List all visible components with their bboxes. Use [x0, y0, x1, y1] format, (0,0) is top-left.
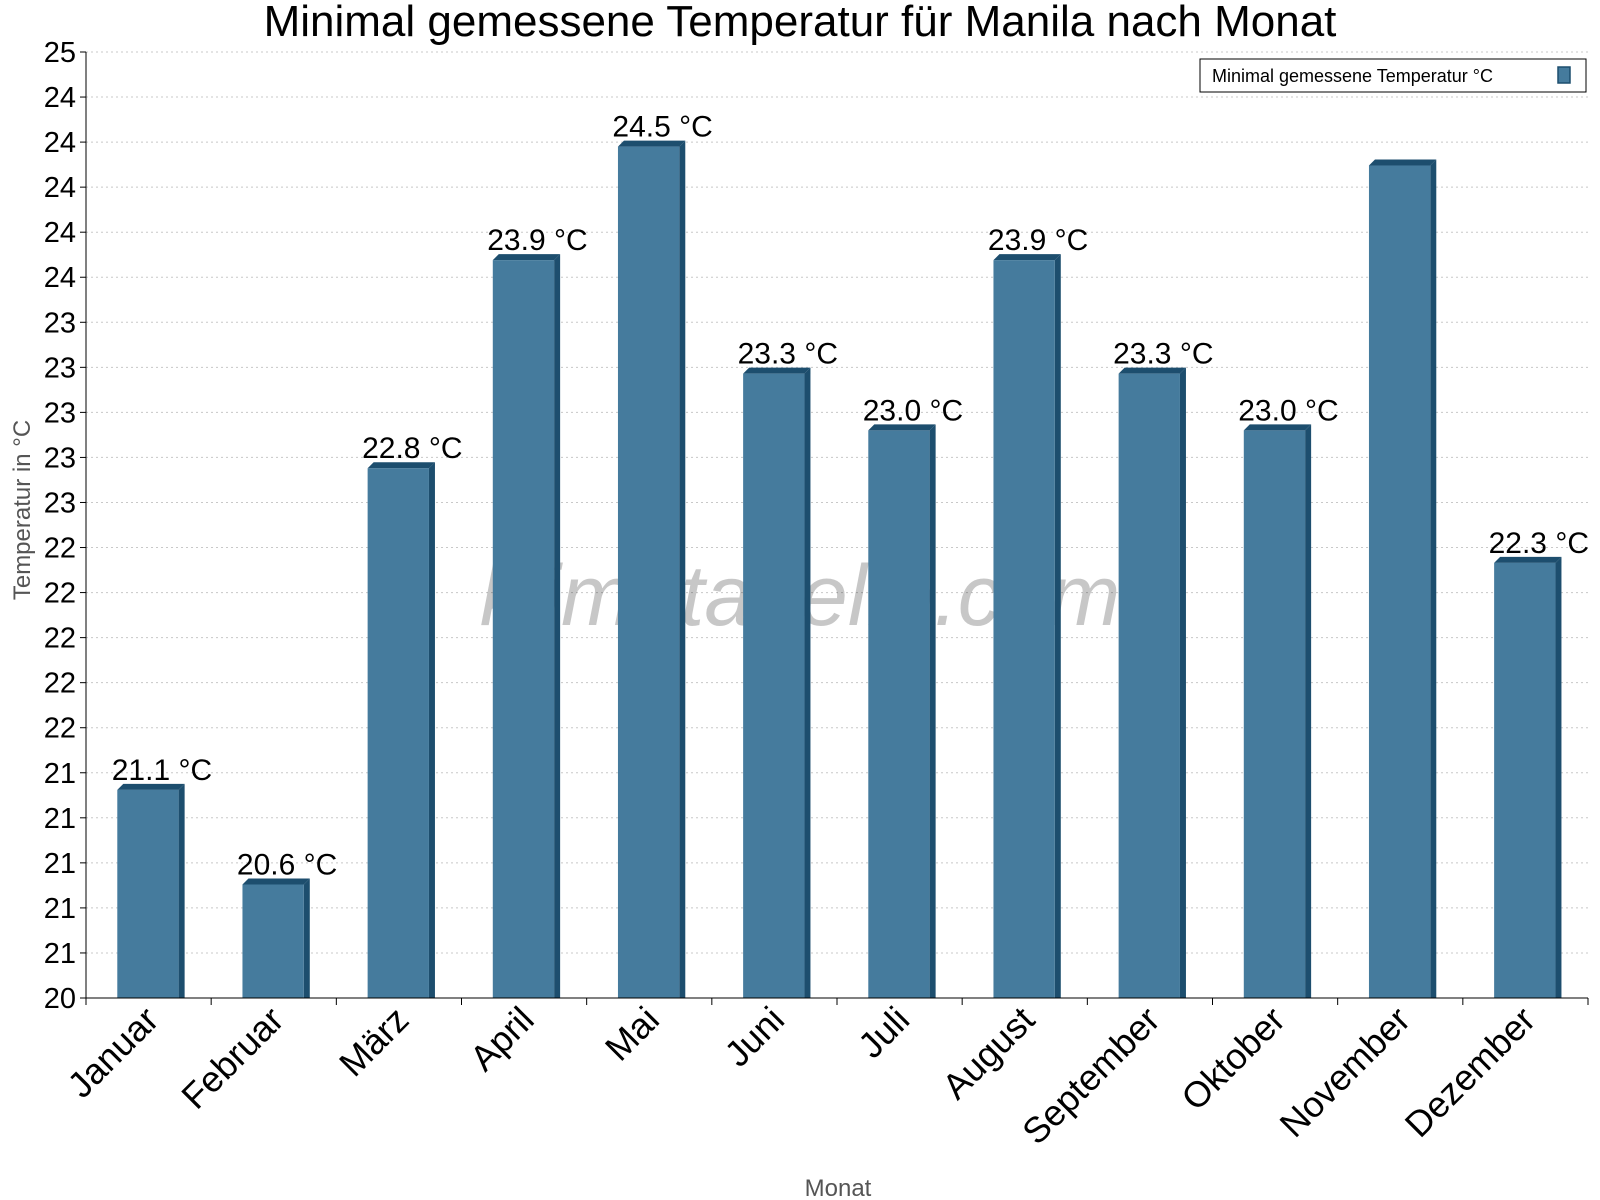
grid-lines	[86, 51, 1588, 954]
legend: Minimal gemessene Temperatur °C	[1199, 58, 1587, 93]
data-label: 23.3 °C	[738, 338, 838, 371]
legend-label: Minimal gemessene Temperatur °C	[1212, 66, 1493, 86]
bar-side	[428, 462, 435, 998]
y-tick-label: 25	[44, 37, 76, 69]
bar-top	[993, 254, 1061, 261]
bar-side	[1555, 556, 1562, 998]
x-axis-label: Monat	[805, 1175, 872, 1200]
bar-top	[492, 254, 561, 261]
y-axis-label: Temperatur in °C	[9, 420, 36, 600]
bar-side	[554, 254, 561, 998]
y-tick-label: 21	[44, 803, 76, 835]
x-tick-label: Juni	[716, 999, 792, 1075]
bar-top	[1118, 367, 1186, 374]
y-tick-label: 23	[44, 307, 76, 339]
y-tick-label: 20	[44, 983, 76, 1015]
bar	[868, 430, 930, 998]
y-tick-label: 22	[44, 668, 76, 700]
bar	[1368, 165, 1431, 998]
bar-top	[242, 878, 310, 885]
bar	[993, 260, 1055, 998]
bar-side	[679, 140, 686, 999]
y-tick-label: 21	[44, 893, 76, 925]
bar-top	[367, 462, 435, 469]
bar-side	[303, 878, 310, 998]
bar	[743, 373, 805, 998]
data-label: 23.3 °C	[1113, 338, 1213, 371]
y-axis-ticks: 25 24 24 24 24 24 23 23 23 23 23 22 22 22 22 22 21 21 21 21…	[44, 37, 86, 1015]
y-tick-label: 22	[44, 623, 76, 655]
bar-top	[117, 783, 185, 790]
y-tick-label: 24	[44, 217, 76, 249]
data-label: 23.0 °C	[1238, 394, 1338, 427]
bars	[117, 140, 1562, 999]
y-tick-label: 21	[44, 938, 76, 970]
bar-side	[1430, 159, 1437, 998]
bar-top	[868, 424, 936, 431]
data-label: 23.9 °C	[487, 224, 587, 257]
bar-top	[743, 367, 811, 374]
data-label: 24.5 °C	[612, 111, 712, 144]
data-label: 22.8 °C	[362, 432, 462, 465]
x-tick-label: März	[331, 999, 417, 1085]
bar-top	[1368, 159, 1437, 166]
x-tick-label: Oktober	[1173, 999, 1293, 1119]
bar	[367, 468, 429, 998]
bar-side	[178, 783, 185, 998]
bar	[1118, 373, 1180, 998]
x-tick-label: Mai	[597, 999, 667, 1069]
bar-top	[617, 140, 686, 147]
y-tick-label: 23	[44, 352, 76, 384]
bar-side	[804, 367, 811, 998]
x-tick-label: November	[1271, 999, 1417, 1145]
bar-side	[1054, 254, 1061, 998]
data-label: 23.9 °C	[988, 224, 1088, 257]
x-tick-label: April	[462, 999, 542, 1079]
y-tick-label: 23	[44, 442, 76, 474]
data-labels: 21.1 °C 20.6 °C 22.8 °C 23.9 °C 24.5 °C 23.3 …	[112, 111, 1589, 882]
bar	[1243, 430, 1306, 998]
x-axis-ticks: Januar Februar März April Mai Juni Juli AugustS…	[59, 998, 1589, 1153]
legend-box	[1199, 58, 1587, 93]
bar-top	[1494, 556, 1562, 563]
bar-side	[1305, 424, 1312, 998]
legend-swatch	[1557, 66, 1571, 84]
y-tick-label: 24	[44, 127, 76, 159]
y-tick-label: 21	[44, 848, 76, 880]
y-tick-label: 24	[44, 172, 76, 204]
x-tick-label: August	[934, 999, 1042, 1107]
bar-top	[1243, 424, 1312, 431]
x-tick-label: Februar	[173, 999, 291, 1117]
y-tick-label: 23	[44, 487, 76, 519]
bar-side	[1179, 367, 1186, 998]
x-tick-label: September	[1014, 999, 1168, 1153]
y-tick-label: 22	[44, 533, 76, 565]
y-tick-label: 21	[44, 758, 76, 790]
y-tick-label: 23	[44, 397, 76, 429]
data-label: 20.6 °C	[237, 848, 337, 881]
data-label: 23.0 °C	[863, 394, 963, 427]
y-tick-label: 22	[44, 713, 76, 745]
bar	[242, 884, 304, 998]
x-tick-label: Dezember	[1397, 999, 1543, 1145]
bar	[117, 789, 179, 998]
bar	[617, 146, 680, 999]
bar-side	[929, 424, 936, 998]
x-tick-label: Juli	[850, 999, 917, 1066]
bar	[492, 260, 555, 998]
y-tick-label: 24	[44, 82, 76, 114]
y-tick-label: 22	[44, 578, 76, 610]
data-label: 21.1 °C	[112, 754, 212, 787]
y-tick-label: 24	[44, 262, 76, 294]
data-label: 22.3 °C	[1489, 527, 1589, 560]
chart-title: Minimal gemessene Temperatur für Manila …	[264, 0, 1337, 46]
bar	[1494, 562, 1556, 998]
